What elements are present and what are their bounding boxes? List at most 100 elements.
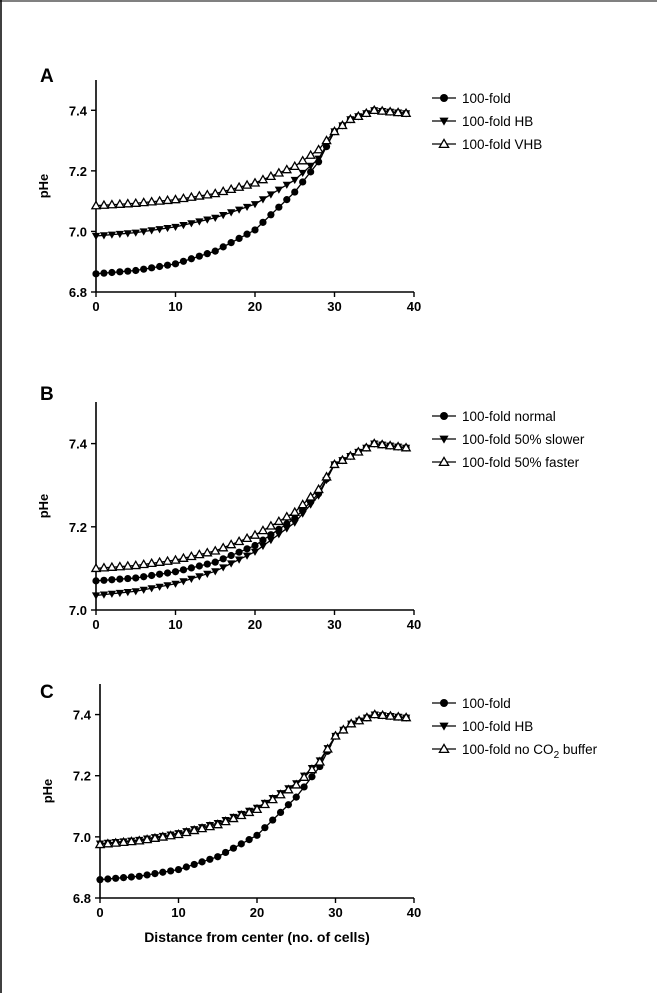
data-point xyxy=(92,270,100,278)
data-point xyxy=(163,582,172,590)
data-point xyxy=(282,181,291,189)
data-point xyxy=(281,511,293,521)
data-point xyxy=(132,574,140,582)
data-point xyxy=(337,119,348,130)
data-point xyxy=(151,870,159,878)
data-point xyxy=(305,149,316,159)
legend-label: 100-fold 50% slower xyxy=(462,432,585,447)
data-point xyxy=(123,589,132,597)
data-point xyxy=(237,840,245,848)
data-point xyxy=(92,577,100,585)
data-point xyxy=(163,261,172,269)
data-point xyxy=(298,510,307,518)
data-point xyxy=(225,539,237,549)
data-point xyxy=(178,552,189,562)
x-tick-label: 40 xyxy=(407,905,421,920)
data-point xyxy=(400,712,412,722)
data-point xyxy=(241,532,253,542)
data-point xyxy=(217,542,229,552)
data-point xyxy=(203,216,212,224)
data-point xyxy=(243,545,251,553)
data-point xyxy=(283,196,291,204)
data-point xyxy=(171,223,180,232)
data-point xyxy=(147,585,156,593)
data-point xyxy=(174,865,183,874)
data-point xyxy=(206,855,214,863)
legend-label: 100-fold no CO2 buffer xyxy=(462,742,598,761)
legend-label: 100-fold VHB xyxy=(462,137,542,152)
data-point xyxy=(155,226,164,234)
data-point xyxy=(306,764,318,774)
x-axis-label: Distance from center (no. of cells) xyxy=(144,929,370,945)
series-3 xyxy=(94,709,412,849)
series-line xyxy=(99,713,407,846)
data-point xyxy=(203,560,211,568)
data-point xyxy=(155,583,164,591)
data-point xyxy=(290,519,299,527)
legend-item: 100-fold normal xyxy=(432,409,556,424)
data-point xyxy=(106,561,118,571)
legend-label: 100-fold 50% faster xyxy=(462,455,580,470)
legend-item: 100-fold xyxy=(432,696,511,711)
data-point xyxy=(298,771,310,781)
data-point xyxy=(90,200,102,210)
data-point xyxy=(182,863,190,871)
y-tick-label: 6.8 xyxy=(73,891,91,906)
series-line xyxy=(99,713,407,881)
data-point xyxy=(209,188,221,198)
data-point xyxy=(289,160,301,171)
data-point xyxy=(361,442,372,452)
data-point xyxy=(300,783,308,791)
data-point xyxy=(211,247,219,255)
data-point xyxy=(112,874,120,882)
data-point xyxy=(110,837,121,847)
series-line xyxy=(95,109,407,275)
data-point xyxy=(330,730,341,740)
y-tick-label: 7.0 xyxy=(69,224,87,239)
data-point xyxy=(267,794,278,804)
x-tick-label: 40 xyxy=(407,299,421,314)
data-point xyxy=(204,821,216,831)
data-point xyxy=(124,267,132,275)
data-point xyxy=(274,186,283,194)
data-point xyxy=(122,560,134,570)
chart-panel-c: C 0 10 20 30 40 6.8 7.0 7.2 7.4 pHe Distance from c… xyxy=(40,682,598,945)
data-point xyxy=(337,454,348,464)
series-2 xyxy=(91,440,411,600)
x-tick-label: 30 xyxy=(328,905,342,920)
data-point xyxy=(186,191,197,201)
data-point xyxy=(171,260,180,268)
panel-label: A xyxy=(40,66,54,87)
data-point xyxy=(190,860,198,869)
legend-marker xyxy=(439,722,449,731)
y-axis-label: pHe xyxy=(40,779,55,804)
data-point xyxy=(258,196,268,204)
data-point xyxy=(235,548,243,556)
data-point xyxy=(102,838,114,848)
legend-item: 100-fold HB xyxy=(432,114,533,129)
data-point xyxy=(292,793,300,801)
data-point xyxy=(227,551,235,560)
data-point xyxy=(234,556,244,564)
data-point xyxy=(116,575,124,583)
data-point xyxy=(195,252,203,260)
data-point xyxy=(187,575,196,583)
data-point xyxy=(313,483,324,494)
data-point xyxy=(195,573,204,581)
series-2 xyxy=(95,711,411,848)
legend-item: 100-fold 50% slower xyxy=(432,432,585,447)
x-tick-label: 10 xyxy=(171,905,185,920)
data-point xyxy=(392,441,404,451)
data-point xyxy=(251,541,259,550)
data-point xyxy=(170,554,181,564)
data-point xyxy=(353,715,365,725)
legend-item: 100-fold VHB xyxy=(432,137,542,152)
data-point xyxy=(119,874,128,882)
data-point xyxy=(203,570,212,578)
data-point xyxy=(261,824,269,832)
data-point xyxy=(306,162,315,170)
data-point xyxy=(94,839,106,849)
data-point xyxy=(179,222,188,230)
data-point xyxy=(100,269,108,277)
data-point xyxy=(275,789,286,799)
